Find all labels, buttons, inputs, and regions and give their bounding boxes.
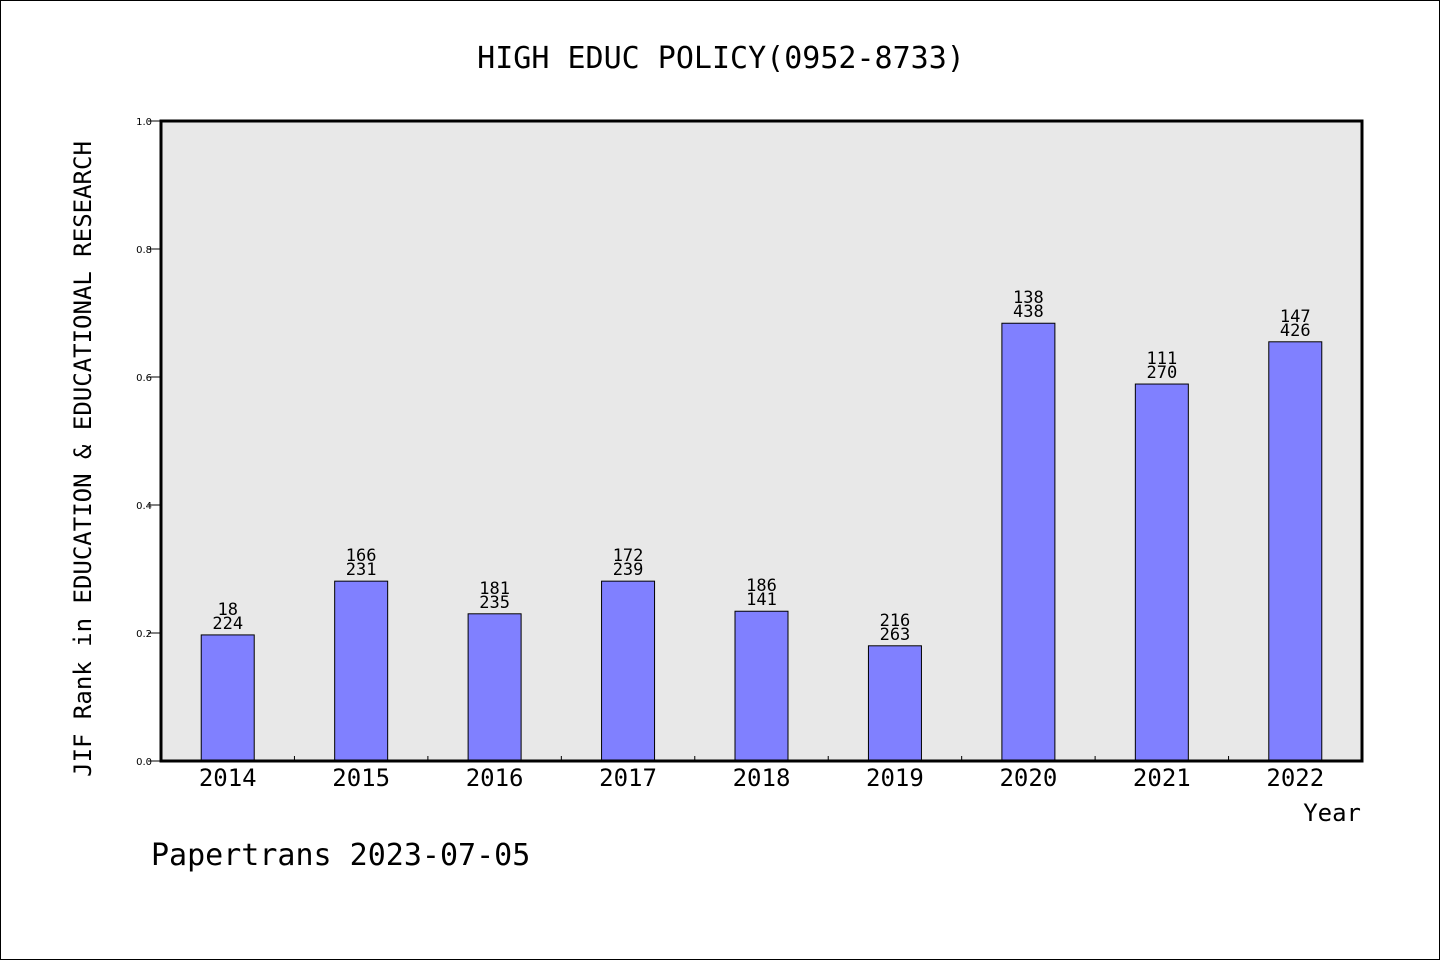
x-tick-label: 2015: [332, 764, 390, 792]
x-tick-label: 2014: [199, 764, 257, 792]
footer-text: Papertrans 2023-07-05: [151, 838, 530, 873]
bar-label-total: 235: [479, 593, 510, 613]
bar-label-total: 231: [346, 560, 377, 580]
bar-label-rank: 18: [217, 600, 237, 620]
x-axis-label: Year: [1303, 799, 1361, 827]
bar-2019: [867, 645, 922, 762]
bar-2021: [1134, 383, 1189, 762]
y-tick-label: 0.4: [136, 501, 152, 512]
y-tick-label: 0.0: [136, 757, 152, 768]
y-axis: 0.0 0.2 0.4 0.6 0.8 1.0: [136, 117, 161, 768]
chart-title: HIGH EDUC POLICY(0952-8733): [477, 41, 965, 76]
bar-2015: [334, 580, 389, 762]
y-tick-label: 0.8: [136, 245, 152, 256]
bar-label-rank: 166: [346, 546, 377, 566]
bar-2017: [601, 580, 656, 762]
x-tick-label: 2022: [1266, 764, 1324, 792]
bar-2016: [467, 613, 522, 762]
x-tick-label: 2020: [999, 764, 1057, 792]
bar-label-rank: 172: [613, 546, 644, 566]
bar-label-total: 270: [1146, 363, 1177, 383]
x-tick-label: 2016: [466, 764, 524, 792]
bar-label-rank: 111: [1146, 349, 1177, 369]
y-axis-label: JIF Rank in EDUCATION & EDUCATIONAL RESE…: [69, 141, 97, 777]
bar-label-total: 239: [613, 560, 644, 580]
bar-label-total: 263: [880, 625, 911, 645]
bar-label-rank: 186: [746, 576, 777, 596]
bar-label-rank: 147: [1280, 307, 1311, 327]
plot-border: [159, 119, 1364, 763]
bars-group: [200, 322, 1323, 762]
bar-label-rank: 138: [1013, 288, 1044, 308]
x-axis: 2014 2015 2016 2017 2018 2019 2020 2021 2022: [199, 756, 1324, 792]
x-tick-label: 2017: [599, 764, 657, 792]
bar-2020: [1001, 322, 1056, 762]
bar-2018: [734, 610, 789, 762]
x-tick-label: 2021: [1133, 764, 1191, 792]
bar-label-total: 141: [746, 590, 777, 610]
y-tick-label: 1.0: [136, 117, 152, 128]
bar-label-total: 224: [212, 614, 243, 634]
bar-2022: [1268, 341, 1323, 762]
bar-label-total: 438: [1013, 302, 1044, 322]
y-tick-label: 0.6: [136, 373, 152, 384]
x-tick-label: 2018: [733, 764, 791, 792]
y-tick-label: 0.2: [136, 629, 152, 640]
bar-label-total: 426: [1280, 321, 1311, 341]
bar-label-rank: 181: [479, 579, 510, 599]
bar-label-rank: 216: [880, 611, 911, 631]
x-tick-label: 2019: [866, 764, 924, 792]
bar-2014: [200, 634, 255, 762]
